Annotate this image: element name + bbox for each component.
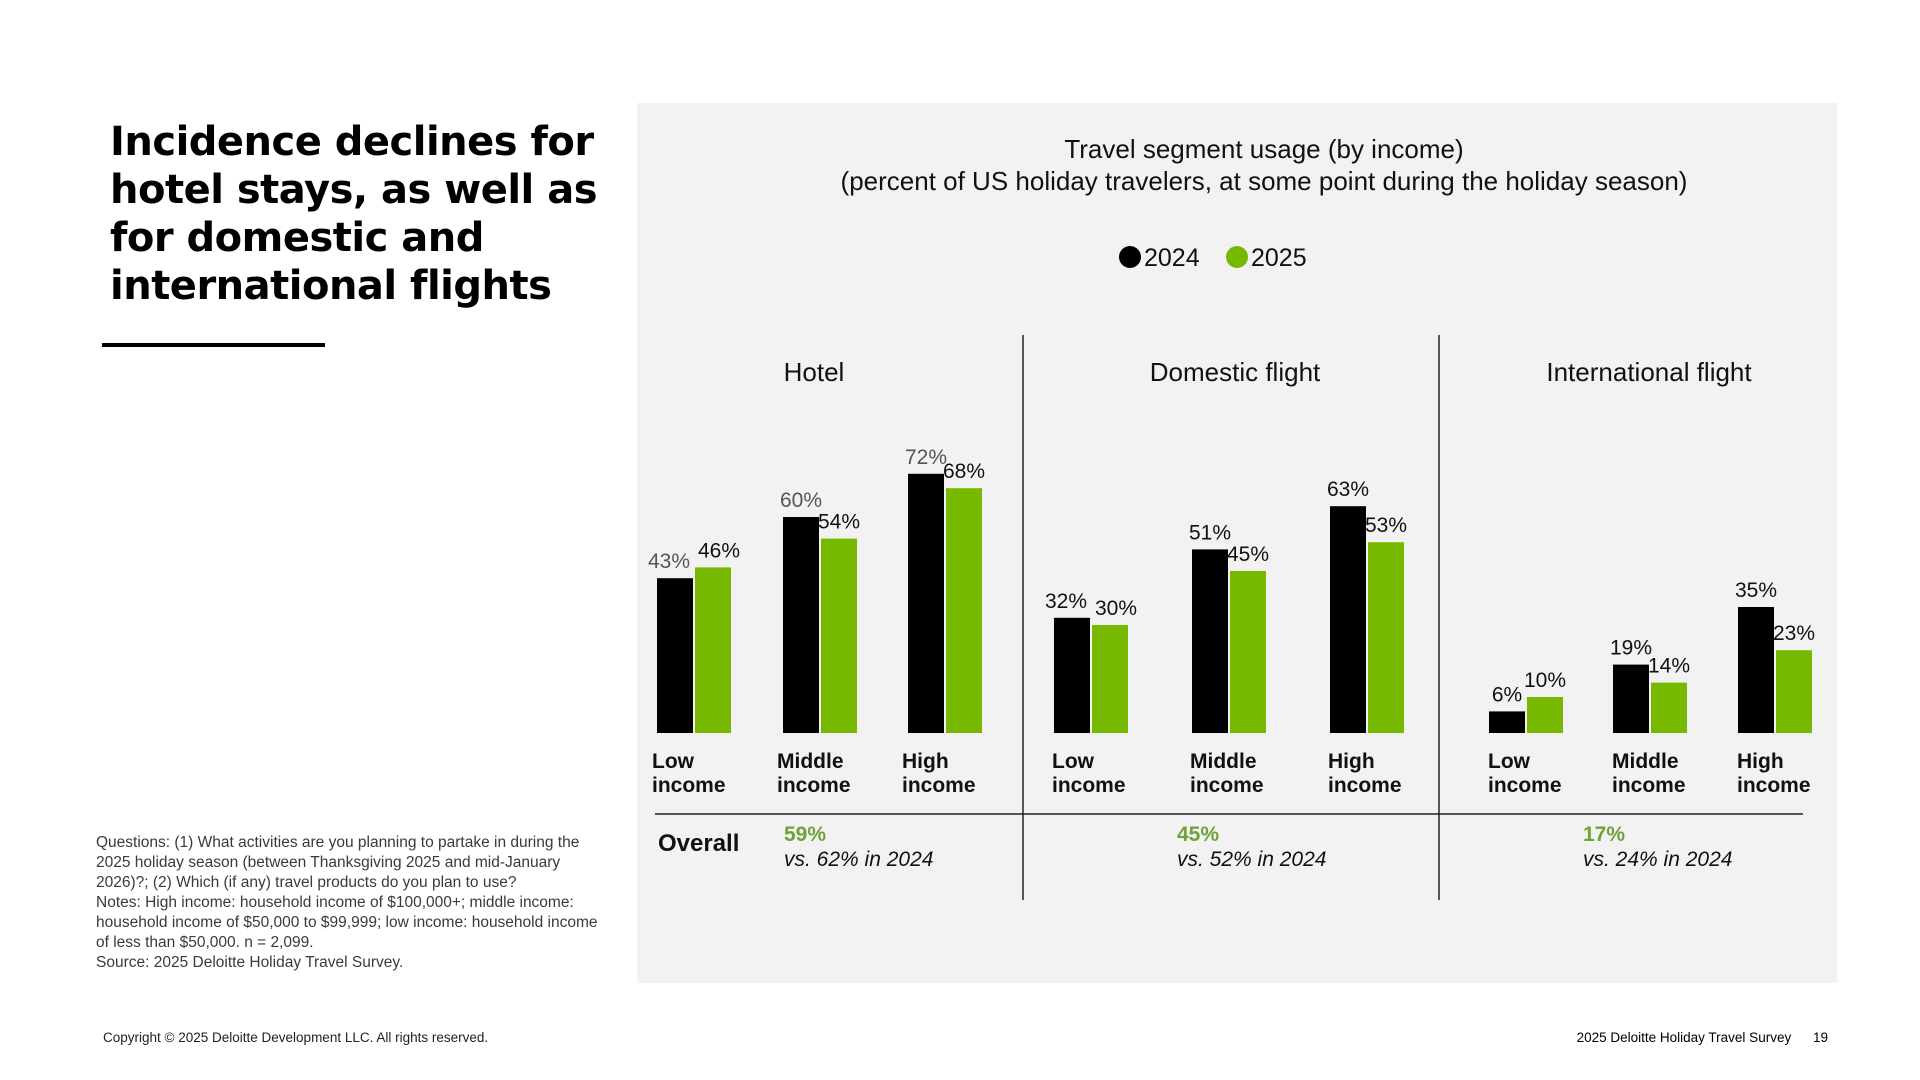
bar-2025 xyxy=(946,488,982,733)
bar-2024 xyxy=(1054,617,1090,733)
category-label: Middle xyxy=(777,750,844,773)
chart-subtitle: (percent of US holiday travelers, at som… xyxy=(841,166,1688,196)
panel-title: Domestic flight xyxy=(1150,357,1321,387)
slide-headline: Incidence declines for hotel stays, as w… xyxy=(110,118,630,310)
category-label: income xyxy=(777,774,851,797)
bar-2025 xyxy=(695,567,731,733)
bar-2024 xyxy=(908,473,944,733)
headline-line: hotel stays, as well as xyxy=(110,167,598,213)
headline-line: for domestic and xyxy=(110,215,484,261)
overall-value: 45% xyxy=(1177,823,1219,846)
data-label-2025: 46% xyxy=(698,539,740,562)
data-label-2025: 54% xyxy=(818,511,860,534)
category-label: Low xyxy=(1052,750,1095,773)
data-label-2024: 32% xyxy=(1045,590,1087,613)
notes-definitions: Notes: High income: household income of … xyxy=(96,894,598,951)
overall-comparison: vs. 24% in 2024 xyxy=(1583,848,1732,871)
data-label-2025: 45% xyxy=(1227,543,1269,566)
bar-2025 xyxy=(1651,682,1687,733)
data-label-2024: 35% xyxy=(1735,579,1777,602)
category-label: income xyxy=(902,774,976,797)
category-label: High xyxy=(902,750,949,773)
category-label: income xyxy=(1190,774,1264,797)
category-label: Low xyxy=(1488,750,1531,773)
headline-underline xyxy=(102,343,325,347)
notes-source: Source: 2025 Deloitte Holiday Travel Sur… xyxy=(96,954,404,971)
chart-title: Travel segment usage (by income) xyxy=(1064,134,1463,164)
overall-comparison: vs. 62% in 2024 xyxy=(784,848,933,871)
bar-2025 xyxy=(1776,650,1812,733)
legend-label-2024: 2024 xyxy=(1144,244,1200,272)
bar-2025 xyxy=(821,538,857,733)
data-label-2025: 14% xyxy=(1648,655,1690,678)
data-label-2024: 6% xyxy=(1492,683,1522,706)
category-label: Low xyxy=(652,750,695,773)
category-label: income xyxy=(1488,774,1562,797)
bar-2025 xyxy=(1368,542,1404,733)
overall-label: Overall xyxy=(658,830,739,857)
data-label-2025: 68% xyxy=(943,460,985,483)
footer-right: 2025 Deloitte Holiday Travel Survey 19 xyxy=(1577,1030,1828,1045)
data-label-2025: 10% xyxy=(1524,669,1566,692)
data-label-2024: 19% xyxy=(1610,637,1652,660)
category-label: High xyxy=(1328,750,1375,773)
bar-2024 xyxy=(783,517,819,733)
category-label: Middle xyxy=(1190,750,1257,773)
category-label: Middle xyxy=(1612,750,1679,773)
overall-value: 59% xyxy=(784,823,826,846)
headline-line: Incidence declines for xyxy=(110,119,594,165)
category-label: income xyxy=(1737,774,1811,797)
notes-questions: Questions: (1) What activities are you p… xyxy=(96,834,580,891)
bar-2025 xyxy=(1527,697,1563,733)
bar-2025 xyxy=(1092,625,1128,733)
data-label-2025: 23% xyxy=(1773,622,1815,645)
overall-value: 17% xyxy=(1583,823,1625,846)
category-label: income xyxy=(1052,774,1126,797)
chart-panel: Travel segment usage (by income) (percent… xyxy=(637,103,1837,983)
category-label: High xyxy=(1737,750,1784,773)
panel-title: International flight xyxy=(1546,357,1752,387)
data-label-2024: 60% xyxy=(780,489,822,512)
footer-survey-name: 2025 Deloitte Holiday Travel Survey xyxy=(1576,1030,1792,1045)
panel-title: Hotel xyxy=(784,357,845,387)
footer-copyright: Copyright © 2025 Deloitte Development LL… xyxy=(103,1030,489,1045)
bar-2024 xyxy=(657,578,693,733)
methodology-notes: Questions: (1) What activities are you p… xyxy=(96,833,606,973)
category-label: income xyxy=(1612,774,1686,797)
bar-2024 xyxy=(1738,607,1774,733)
data-label-2025: 53% xyxy=(1365,514,1407,537)
bar-2024 xyxy=(1192,549,1228,733)
headline-line: international flights xyxy=(110,263,552,309)
category-label: income xyxy=(652,774,726,797)
bar-2024 xyxy=(1613,664,1649,733)
data-label-2024: 51% xyxy=(1189,521,1231,544)
bar-2025 xyxy=(1230,571,1266,733)
data-label-2024: 63% xyxy=(1327,478,1369,501)
page-number: 19 xyxy=(1812,1030,1828,1045)
data-label-2025: 30% xyxy=(1095,597,1137,620)
legend-marker-2024 xyxy=(1119,246,1141,268)
legend-marker-2025 xyxy=(1226,246,1248,268)
data-label-2024: 72% xyxy=(905,446,947,469)
bar-2024 xyxy=(1489,711,1525,733)
data-label-2024: 43% xyxy=(648,550,690,573)
bar-chart: Travel segment usage (by income)(percent… xyxy=(648,134,1815,900)
category-label: income xyxy=(1328,774,1402,797)
legend-label-2025: 2025 xyxy=(1251,244,1307,272)
bar-2024 xyxy=(1330,506,1366,733)
overall-comparison: vs. 52% in 2024 xyxy=(1177,848,1326,871)
